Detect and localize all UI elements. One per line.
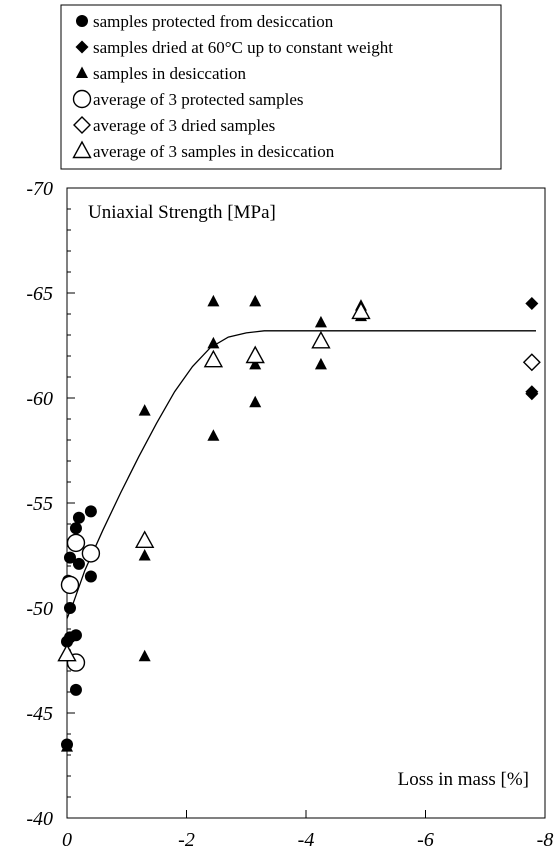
x-tick-label: -2 (178, 829, 195, 851)
point-filled-circle-5 (63, 551, 76, 564)
legend-label-5: average of 3 samples in desiccation (93, 142, 335, 161)
legend-label-3: average of 3 protected samples (93, 90, 304, 109)
point-filled-diamond-0 (525, 297, 539, 310)
point-open-diamond-0 (522, 353, 541, 372)
point-filled-triangle-12 (314, 357, 327, 370)
x-tick-label: -8 (537, 829, 554, 851)
point-open-circle-0 (60, 575, 80, 595)
legend-marker-5 (72, 140, 92, 159)
y-tick-label: -55 (26, 493, 53, 515)
point-filled-triangle-11 (314, 315, 327, 328)
trend-line (66, 330, 536, 619)
point-filled-triangle-5 (207, 294, 220, 307)
point-filled-triangle-8 (249, 294, 262, 307)
point-filled-triangle-7 (207, 429, 220, 441)
legend-box (60, 4, 502, 170)
legend-marker-3 (72, 89, 92, 109)
y-axis-label: Uniaxial Strength [MPa] (88, 202, 276, 223)
point-filled-triangle-6 (207, 336, 220, 349)
point-open-triangle-0 (57, 643, 77, 662)
point-open-circle-2 (81, 544, 101, 563)
y-tick-label: -60 (26, 388, 53, 410)
point-filled-triangle-0 (61, 740, 73, 752)
point-filled-circle-6 (69, 522, 82, 535)
point-filled-circle-7 (72, 511, 85, 524)
point-open-triangle-2 (203, 349, 224, 368)
plot-frame (66, 187, 546, 819)
legend-label-0: samples protected from desiccation (93, 12, 334, 31)
legend-label-2: samples in desiccation (93, 64, 246, 83)
y-tick-label: -45 (26, 703, 53, 725)
axis-labels: Uniaxial Strength [MPa] Loss in mass [%] (88, 202, 529, 790)
x-tick-label: -4 (298, 829, 315, 851)
y-tick-label: -65 (26, 283, 53, 305)
point-filled-triangle-2 (138, 404, 151, 416)
legend-label-1: samples dried at 60°C up to constant wei… (93, 38, 393, 57)
point-open-triangle-4 (311, 330, 331, 349)
x-axis-label: Loss in mass [%] (398, 769, 529, 790)
legend-marker-4 (73, 116, 91, 134)
data-points (57, 294, 541, 752)
point-filled-triangle-9 (249, 357, 262, 370)
point-filled-triangle-4 (138, 649, 151, 662)
point-filled-circle-8 (84, 505, 97, 518)
legend: samples protected from desiccation sample… (60, 4, 502, 170)
point-filled-circle-9 (72, 557, 85, 570)
y-tick-label: -40 (26, 808, 53, 830)
legend-marker-1 (75, 40, 89, 54)
legend-label-4: average of 3 dried samples (93, 116, 275, 135)
point-filled-circle-3 (63, 602, 76, 614)
point-filled-circle-10 (84, 570, 97, 583)
legend-marker-2 (76, 66, 88, 78)
y-tick-label: -70 (26, 178, 53, 200)
x-tick-label: 0 (62, 829, 72, 851)
point-open-circle-1 (66, 533, 86, 553)
point-filled-circle-12 (69, 683, 82, 696)
point-filled-diamond-2 (525, 387, 539, 401)
point-filled-triangle-3 (138, 549, 151, 561)
x-tick-label: -6 (417, 829, 434, 851)
trend-line-group (66, 330, 536, 619)
point-filled-circle-11 (69, 629, 82, 642)
point-open-triangle-1 (134, 530, 155, 548)
point-open-triangle-5 (351, 301, 371, 320)
y-tick-label: -50 (26, 598, 53, 620)
legend-marker-0 (76, 15, 88, 27)
plot-area (66, 187, 546, 819)
point-filled-triangle-10 (249, 395, 262, 408)
point-open-triangle-3 (245, 345, 265, 364)
